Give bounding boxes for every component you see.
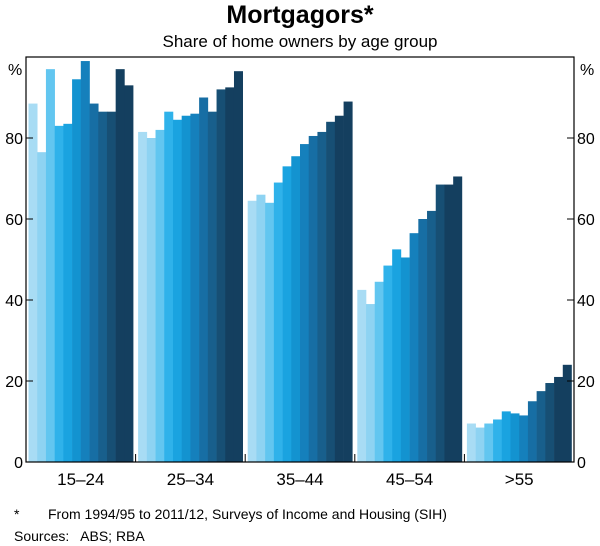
bar [392,249,402,463]
bar [282,166,292,462]
y-tick-label-left: 60 [5,212,23,229]
bar [545,383,555,462]
bar [233,71,243,463]
bar [164,111,174,463]
footnote-sources: Sources: ABS; RBA [14,528,145,544]
bar [155,129,165,462]
bar [138,131,148,462]
bar [519,415,529,462]
bar [265,202,275,463]
y-tick-label-left: 20 [5,374,23,391]
bar [475,427,485,462]
bar [199,97,209,462]
bar [326,121,336,463]
bar [216,89,226,463]
chart-title: Mortgagors* [226,1,374,29]
label-layer: 0 0 20 20 40 40 60 60 80 80% % 15–24 25–34 35–44 45–54… [5,62,595,489]
bar [308,135,318,462]
bar [190,113,200,462]
bar [225,87,235,463]
bar [400,257,410,462]
y-tick-label-right: 60 [577,212,595,229]
bar [247,200,257,462]
bar [510,413,520,462]
x-category-label: 15–24 [57,470,104,489]
bar [54,125,64,462]
bar [172,119,182,462]
y-tick-label-right: 0 [577,455,586,472]
plot-frame [25,56,575,463]
bar [383,265,393,462]
bar [418,219,428,462]
bar [89,103,99,462]
bar [343,101,353,463]
y-unit-label-right: % [580,62,594,79]
y-tick-label-left: 40 [5,293,23,310]
y-tick-label-right: 80 [577,131,595,148]
bar [409,233,419,462]
bar [466,423,476,462]
x-category-label: 25–34 [167,470,214,489]
y-unit-label-left: % [8,62,22,79]
bar [317,131,327,462]
bar [115,69,125,463]
bar [501,411,511,463]
bar [427,210,437,462]
bar [444,184,454,462]
bar [72,79,82,462]
bar [366,304,376,462]
bar [536,391,546,463]
bar [181,115,191,462]
bar [562,364,572,462]
bar [28,103,38,462]
bar [37,152,47,462]
bar [273,182,283,463]
bar [45,69,55,463]
x-category-label: >55 [505,470,534,489]
y-tick-label-left: 80 [5,131,23,148]
bar [435,184,445,462]
bar [527,401,537,462]
bar [98,111,108,463]
bar [63,123,73,462]
y-tick-label-right: 40 [577,293,595,310]
bar [374,281,384,462]
bar [334,115,344,462]
plot-border [25,56,575,463]
bar [357,289,367,463]
chart-subtitle: Share of home owners by age group [162,32,438,51]
footnote-star-mark: * [14,506,20,522]
bar [146,138,156,462]
y-tick-label-left: 0 [14,455,23,472]
bar [124,85,134,462]
x-category-label: 45–54 [386,470,433,489]
bar [300,144,310,462]
bar [256,194,266,462]
bar [291,156,301,463]
footnote-star-text: From 1994/95 to 2011/12, Surveys of Inco… [48,506,447,522]
bar [484,423,494,462]
x-category-label: 35–44 [276,470,323,489]
bar [106,111,116,463]
bars-layer [28,61,572,463]
bar [80,61,90,463]
bar [554,376,564,462]
y-tick-label-right: 20 [577,374,595,391]
bar [493,419,503,462]
footnote-star: * From 1994/95 to 2011/12, Surveys of Inc… [14,505,447,523]
bar [207,111,217,463]
bar [453,176,463,463]
tick-layer [26,137,574,463]
